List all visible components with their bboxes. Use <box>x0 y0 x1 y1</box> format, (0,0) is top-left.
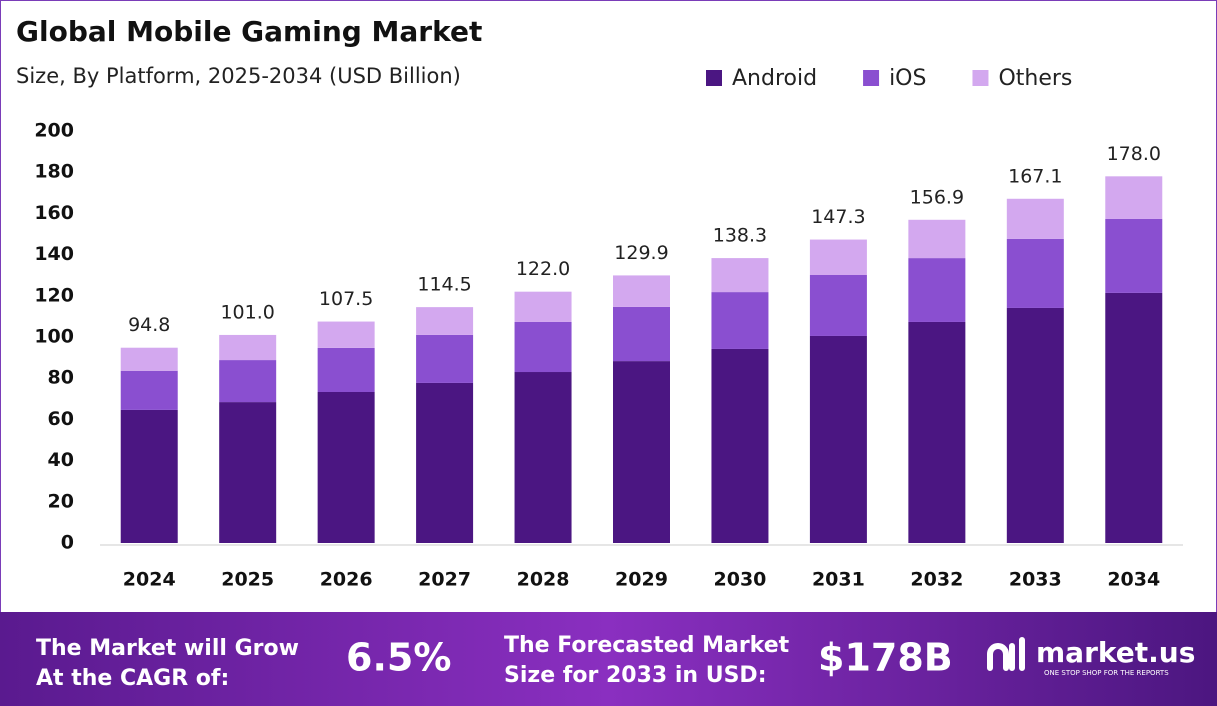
total-label: 167.1 <box>1008 165 1062 187</box>
bar-segment <box>908 219 966 259</box>
total-label: 101.0 <box>220 301 274 323</box>
x-tick-label: 2027 <box>418 569 471 591</box>
bar-segment <box>514 291 572 322</box>
x-tick-label: 2033 <box>1009 569 1062 591</box>
bar-segment <box>908 321 966 543</box>
banner-text: Size for 2033 in USD: <box>504 663 767 688</box>
chart-subtitle: Size, By Platform, 2025-2034 (USD Billio… <box>16 64 461 88</box>
total-label: 147.3 <box>811 206 865 228</box>
legend-swatch <box>706 70 722 86</box>
bar-segment <box>1006 307 1064 543</box>
bar-segment <box>1105 292 1163 543</box>
x-tick-label: 2031 <box>812 569 865 591</box>
bar-segment <box>711 348 769 543</box>
bar-segment <box>908 258 966 322</box>
y-tick-label: 200 <box>34 120 74 142</box>
banner-text: The Forecasted Market <box>504 633 790 658</box>
legend-label: Others <box>998 66 1072 91</box>
y-tick-label: 180 <box>34 161 74 183</box>
bar-segment <box>416 382 474 543</box>
legend-swatch <box>863 70 880 86</box>
y-tick-label: 160 <box>34 202 74 224</box>
y-tick-label: 0 <box>61 532 74 554</box>
total-label: 156.9 <box>910 186 964 208</box>
x-tick-label: 2025 <box>221 569 274 591</box>
bar-segment <box>219 360 277 403</box>
total-label: 129.9 <box>614 242 668 264</box>
x-tick-label: 2028 <box>517 569 570 591</box>
bar-segment <box>711 258 769 293</box>
x-tick-label: 2032 <box>910 569 963 591</box>
bar-segment <box>1105 176 1163 219</box>
y-tick-label: 120 <box>34 284 74 306</box>
bar-segment <box>514 321 572 373</box>
total-label: 122.0 <box>516 258 570 280</box>
bar-segment <box>219 334 277 361</box>
logo: market.us <box>1036 636 1195 669</box>
y-tick-label: 100 <box>34 326 74 348</box>
bar-segment <box>613 275 670 307</box>
total-label: 94.8 <box>128 314 170 336</box>
total-label: 114.5 <box>417 274 471 296</box>
y-tick-label: 140 <box>34 243 74 265</box>
bar-segment <box>219 402 277 543</box>
legend-label: Android <box>732 66 817 91</box>
bar-segment <box>317 347 375 393</box>
banner-value: $178B <box>818 636 953 680</box>
bar-segment <box>613 361 670 543</box>
total-label: 178.0 <box>1107 143 1161 165</box>
y-tick-label: 40 <box>48 449 74 471</box>
bar-segment <box>416 307 474 335</box>
x-tick-label: 2034 <box>1107 569 1160 591</box>
bar-segment <box>809 239 867 275</box>
bar-segment <box>809 335 867 543</box>
legend-swatch <box>972 70 989 86</box>
total-label: 138.3 <box>713 225 767 247</box>
bar-segment <box>711 292 769 349</box>
bar-segment <box>120 409 178 543</box>
y-tick-label: 60 <box>48 408 74 430</box>
legend-label: iOS <box>889 66 926 91</box>
x-tick-label: 2029 <box>615 569 668 591</box>
bar-segment <box>613 306 670 362</box>
x-tick-label: 2030 <box>714 569 767 591</box>
chart-title: Global Mobile Gaming Market <box>16 15 482 48</box>
bar-segment <box>1006 198 1064 239</box>
total-label: 107.5 <box>319 288 373 310</box>
bar-segment <box>1105 218 1163 293</box>
bar-segment <box>514 372 572 543</box>
y-tick-label: 80 <box>48 367 74 389</box>
logo-icon <box>987 637 1025 671</box>
bar-segment <box>120 370 178 410</box>
banner-text: The Market will Grow <box>36 636 299 661</box>
banner-value: 6.5% <box>346 636 451 680</box>
tagline: ONE STOP SHOP FOR THE REPORTS <box>1044 669 1169 677</box>
banner-text: At the CAGR of: <box>36 666 229 691</box>
bar-segment <box>317 321 375 348</box>
y-tick-label: 20 <box>48 490 74 512</box>
legend: Android iOS Others <box>706 66 1072 91</box>
bar-segment <box>120 347 178 371</box>
bar-segment <box>1006 238 1064 308</box>
bar-segment <box>416 334 474 383</box>
bar-segment <box>317 392 375 543</box>
x-tick-label: 2024 <box>123 569 176 591</box>
x-tick-label: 2026 <box>320 569 373 591</box>
bar-segment <box>809 274 867 336</box>
